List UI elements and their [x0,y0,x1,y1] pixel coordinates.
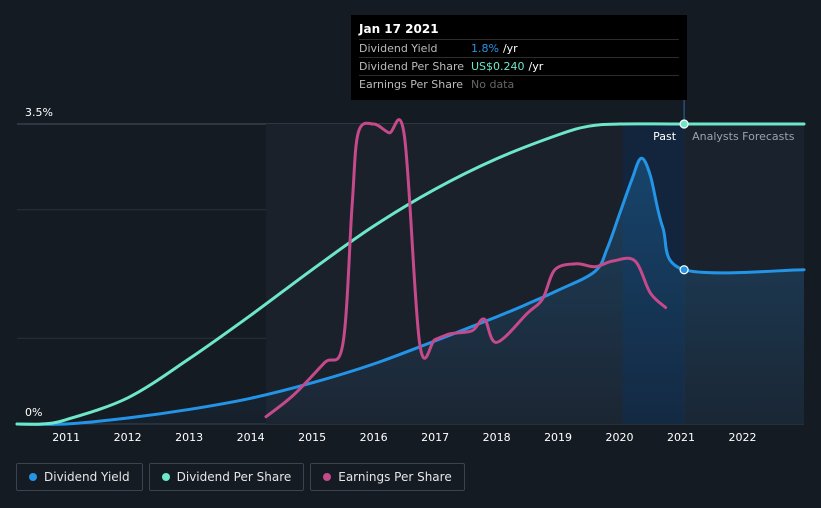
x-tick-label: 2016 [360,431,388,444]
tooltip-row-earnings-per-share: Earnings Per Share No data [359,75,679,93]
legend-item-earnings-per-share[interactable]: Earnings Per Share [310,463,465,491]
x-tick-label: 2017 [421,431,449,444]
chart-tooltip: Jan 17 2021 Dividend Yield 1.8% /yr Divi… [351,15,687,100]
tooltip-unit: /yr [502,42,518,55]
legend-dot-icon [29,473,37,481]
dividend-per-share-marker [679,119,689,129]
tooltip-label: Dividend Per Share [359,60,465,73]
chart-legend: Dividend Yield Dividend Per Share Earnin… [16,463,465,491]
x-tick-label: 2021 [667,431,695,444]
chart-markers [679,119,689,275]
tooltip-row-dividend-yield: Dividend Yield 1.8% /yr [359,39,679,57]
dividend_per_share-line [15,122,806,426]
y-axis-label-bottom: 0% [25,406,42,419]
tooltip-unit: /yr [528,60,544,73]
tooltip-value: 1.8% [471,42,499,55]
earnings_per_share-line [264,118,668,419]
legend-label: Dividend Yield [44,470,130,484]
x-tick-label: 2015 [298,431,326,444]
forecast-region-label: Analysts Forecasts [692,130,795,143]
legend-label: Dividend Per Share [176,470,292,484]
past-region-label: Past [653,130,677,143]
y-axis-label-top: 3.5% [25,106,53,119]
x-tick-label: 2020 [606,431,634,444]
x-axis: 2011 2012 2013 2014 2015 2016 2017 2018 2019 2020… [52,431,756,444]
legend-item-dividend-per-share[interactable]: Dividend Per Share [148,463,305,491]
tooltip-label: Earnings Per Share [359,78,464,91]
dividend_yield-area [17,158,804,425]
tooltip-label: Dividend Yield [359,42,438,55]
tooltip-row-dividend-per-share: Dividend Per Share US$0.240 /yr [359,57,679,75]
x-tick-label: 2011 [52,431,80,444]
x-tick-label: 2018 [483,431,511,444]
x-tick-label: 2022 [729,431,757,444]
x-tick-label: 2013 [175,431,203,444]
tooltip-value: No data [471,78,515,91]
legend-dot-icon [323,473,332,481]
tooltip-date: Jan 17 2021 [359,22,439,36]
legend-label: Earnings Per Share [338,470,452,484]
tooltip-value: US$0.240 [471,60,525,73]
legend-item-dividend-yield[interactable]: Dividend Yield [16,463,143,491]
legend-dot-icon [161,473,170,481]
dividend-yield-marker [679,265,689,275]
x-tick-label: 2019 [544,431,572,444]
chart-series [15,118,806,426]
x-tick-label: 2012 [114,431,142,444]
x-tick-label: 2014 [237,431,265,444]
